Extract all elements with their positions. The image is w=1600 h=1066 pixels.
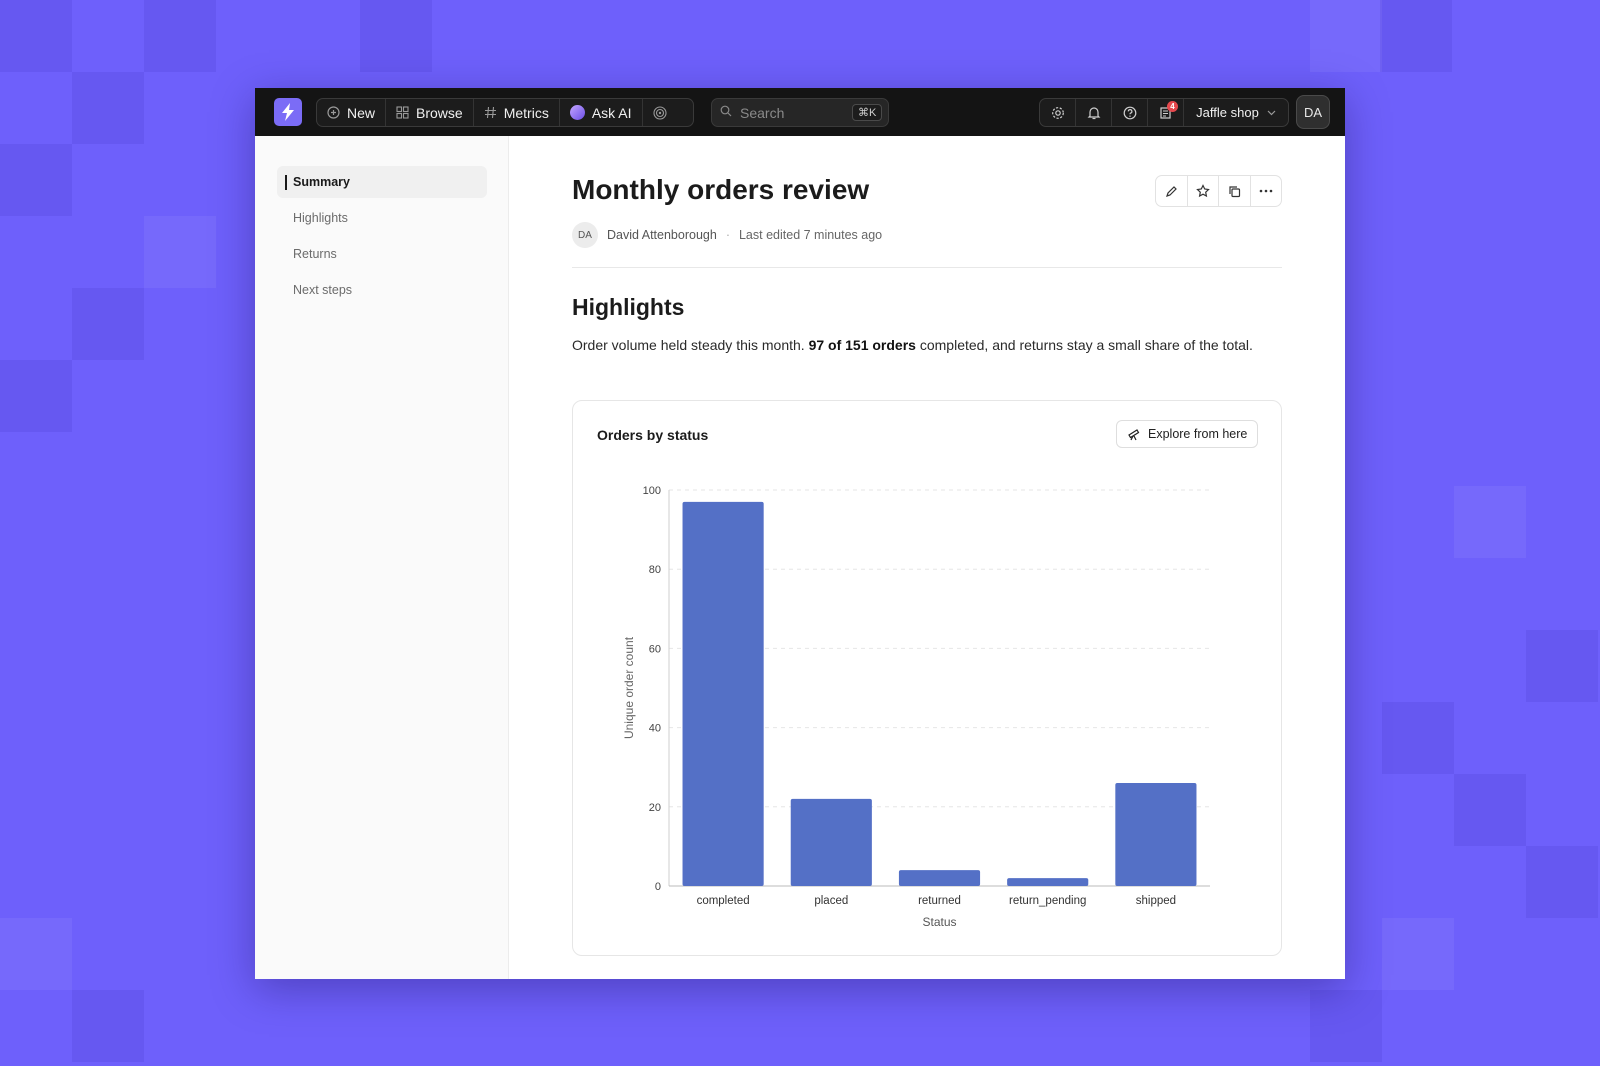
table-of-contents: Summary Highlights Returns Next steps <box>255 136 509 979</box>
chart-title: Orders by status <box>597 427 709 443</box>
explore-from-here-button[interactable]: Explore from here <box>1116 420 1259 448</box>
more-horizontal-icon <box>1259 189 1273 193</box>
star-icon <box>1195 184 1210 198</box>
updates-button[interactable]: 4 <box>1148 99 1184 126</box>
primary-nav-group: New Browse Metrics Ask AI <box>316 98 694 127</box>
bar-chart: 0 20 40 60 80 100 completed placed returned retur… <box>622 485 1210 929</box>
ask-ai-button-label: Ask AI <box>591 104 632 121</box>
help-button[interactable] <box>1112 99 1148 126</box>
new-button-label: New <box>347 104 376 121</box>
paragraph-text: Order volume held steady this month. <box>572 337 809 353</box>
bar-return_pending <box>1007 878 1089 886</box>
newspaper-icon <box>1159 106 1171 119</box>
bar-shipped <box>1115 783 1197 886</box>
divider <box>572 267 1282 268</box>
x-axis-title: Status <box>922 915 956 929</box>
chart-card: Orders by status Explore from here 0 20 40… <box>572 400 1282 956</box>
author-avatar: DA <box>572 222 598 248</box>
top-navigation-bar: New Browse Metrics Ask AI <box>255 88 1345 136</box>
search-input[interactable] <box>740 104 844 121</box>
hash-icon <box>484 106 497 119</box>
favorite-button[interactable] <box>1188 176 1219 206</box>
x-tick-label: shipped <box>1136 895 1176 907</box>
app-window: New Browse Metrics Ask AI <box>255 88 1345 979</box>
toc-item-label: Highlights <box>293 211 348 225</box>
bar-placed <box>790 798 872 886</box>
search-box[interactable]: ⌘K <box>711 98 889 127</box>
y-axis-title: Unique order count <box>622 636 636 739</box>
search-icon <box>720 104 732 122</box>
bar-returned <box>898 870 981 886</box>
browse-button[interactable]: Browse <box>386 99 474 126</box>
toc-item-label: Summary <box>293 175 350 189</box>
toc-item-label: Next steps <box>293 283 353 297</box>
help-circle-icon <box>1123 106 1136 119</box>
new-button[interactable]: New <box>317 99 387 126</box>
gear-icon <box>1051 106 1064 119</box>
user-avatar[interactable]: DA <box>1296 95 1330 129</box>
y-tick-label: 40 <box>649 723 661 735</box>
bell-icon <box>1087 106 1100 119</box>
lightning-icon <box>282 103 294 121</box>
settings-button[interactable] <box>1040 99 1076 126</box>
highlights-paragraph: Order volume held steady this month. 97 … <box>572 335 1262 356</box>
browse-button-label: Browse <box>416 104 463 121</box>
y-tick-label: 80 <box>649 564 661 576</box>
org-switcher[interactable]: Jaffle shop <box>1184 105 1288 120</box>
toc-item-summary[interactable]: Summary <box>277 166 487 198</box>
chevron-down-icon <box>1267 110 1276 115</box>
notification-badge: 4 <box>1167 101 1178 112</box>
paragraph-emphasis: 97 of 151 orders <box>808 337 916 353</box>
author-name: David Attenborough <box>607 228 717 242</box>
ai-orb-icon <box>569 105 585 120</box>
target-button[interactable] <box>643 99 677 126</box>
y-tick-label: 20 <box>649 802 661 814</box>
telescope-icon <box>1128 429 1140 441</box>
x-tick-label: completed <box>697 895 750 907</box>
org-name: Jaffle shop <box>1196 105 1259 120</box>
document-meta: DA David Attenborough · Last edited 7 mi… <box>572 222 882 248</box>
search-shortcut-hint: ⌘K <box>852 104 883 121</box>
toc-item-highlights[interactable]: Highlights <box>277 202 487 234</box>
notifications-button[interactable] <box>1076 99 1112 126</box>
page-title: Monthly orders review <box>572 174 870 205</box>
utility-nav-group: 4 Jaffle shop <box>1039 98 1289 127</box>
ask-ai-button[interactable]: Ask AI <box>560 99 643 126</box>
x-tick-label: placed <box>814 895 848 907</box>
toc-item-returns[interactable]: Returns <box>277 238 487 270</box>
target-icon <box>652 105 667 120</box>
metrics-button[interactable]: Metrics <box>474 99 560 126</box>
duplicate-button[interactable] <box>1219 176 1251 206</box>
pencil-icon <box>1165 185 1177 197</box>
edit-button[interactable] <box>1156 176 1188 206</box>
document-actions <box>1155 175 1282 207</box>
x-tick-label: returned <box>918 895 961 907</box>
plus-circle-icon <box>327 106 340 119</box>
toc-item-next-steps[interactable]: Next steps <box>277 274 487 306</box>
y-tick-label: 100 <box>643 485 661 497</box>
paragraph-text: completed, and returns stay a small shar… <box>915 337 1253 353</box>
more-options-button[interactable] <box>1251 176 1282 206</box>
y-tick-label: 60 <box>649 643 661 655</box>
y-tick-label: 0 <box>655 881 661 893</box>
x-tick-label: return_pending <box>1009 895 1086 907</box>
metrics-button-label: Metrics <box>503 104 549 121</box>
app-logo[interactable] <box>274 98 302 126</box>
copy-icon <box>1229 185 1240 197</box>
toc-item-label: Returns <box>293 247 337 261</box>
last-edited: Last edited 7 minutes ago <box>738 228 883 242</box>
section-heading: Highlights <box>572 294 685 320</box>
grid-icon <box>396 106 409 119</box>
meta-separator: · <box>725 228 730 242</box>
explore-button-label: Explore from here <box>1148 427 1248 441</box>
document-content: Monthly orders review DA David Attenboro… <box>509 136 1345 979</box>
bar-completed <box>682 501 764 886</box>
